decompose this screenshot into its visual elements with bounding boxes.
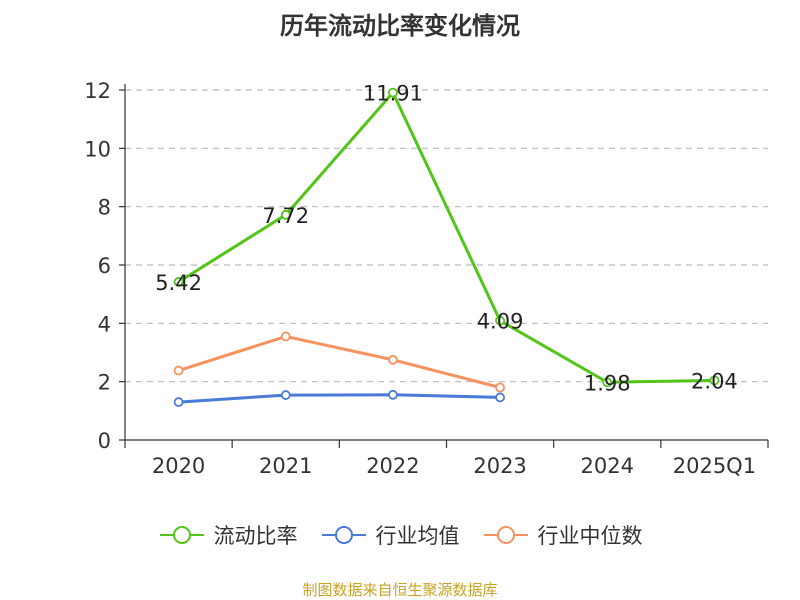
data-point[interactable]: [388, 354, 398, 365]
series-lines: [173, 87, 720, 407]
grid-lines: [125, 89, 768, 383]
legend-item-current-ratio[interactable]: 流动比率: [158, 520, 298, 550]
legend-item-industry-median[interactable]: 行业中位数: [482, 520, 643, 550]
data-point[interactable]: [709, 375, 720, 386]
x-tick-label: 2024: [581, 454, 634, 478]
data-point[interactable]: [602, 377, 613, 388]
data-point[interactable]: [495, 392, 505, 403]
data-point[interactable]: [173, 397, 184, 407]
data-label: 4.09: [477, 310, 524, 334]
data-label: 2.04: [691, 370, 738, 394]
chart-title: 历年流动比率变化情况: [280, 12, 520, 40]
data-label: 1.98: [584, 371, 631, 395]
y-tick-label: 6: [98, 254, 111, 278]
source-note: 制图数据来自恒生聚源数据库: [302, 581, 498, 599]
legend-item-industry-mean[interactable]: 行业均值: [320, 520, 460, 550]
legend-swatch-industry-mean-icon: [321, 526, 366, 544]
legend: 流动比率 行业均值 行业中位数: [0, 520, 800, 550]
y-tick-label: 0: [98, 429, 111, 453]
legend-swatch-industry-median-icon: [483, 526, 528, 544]
y-tick-label: 2: [98, 371, 111, 395]
data-label: 7.72: [262, 204, 309, 228]
x-tick-label: 2020: [152, 454, 205, 478]
legend-label-industry-mean: 行业均值: [375, 524, 460, 548]
data-point[interactable]: [495, 382, 505, 393]
data-point[interactable]: [280, 331, 291, 342]
legend-swatch-current-ratio-icon: [159, 526, 204, 544]
data-point[interactable]: [388, 87, 398, 98]
series-line-0: [177, 91, 715, 384]
x-tick-label: 2023: [473, 454, 526, 478]
data-labels: 5.42 7.72 11.91 4.09 1.98 2.04: [155, 82, 738, 396]
data-point[interactable]: [173, 277, 184, 287]
y-tick-label: 12: [84, 79, 111, 103]
x-tick-label: 2022: [366, 454, 419, 478]
data-point[interactable]: [280, 209, 291, 220]
y-tick-label: 4: [98, 312, 111, 336]
data-point[interactable]: [388, 389, 398, 400]
x-tick-label: 2021: [259, 454, 312, 478]
x-tick-label: 2025Q1: [673, 454, 756, 478]
legend-label-industry-median: 行业中位数: [537, 524, 643, 548]
data-point[interactable]: [280, 390, 291, 400]
data-point[interactable]: [173, 365, 184, 376]
data-label: 5.42: [155, 271, 202, 295]
y-tick-label: 8: [98, 196, 111, 220]
data-label: 11.91: [363, 82, 423, 106]
data-point[interactable]: [495, 315, 505, 326]
legend-label-current-ratio: 流动比率: [213, 524, 298, 548]
y-tick-label: 10: [84, 137, 111, 161]
axes: 0 2 4 6 8 10 12 2020 2021 2022 2023 2024 2025Q1: [84, 79, 769, 478]
series-line-1: [178, 393, 501, 404]
series-line-2: [178, 334, 501, 389]
